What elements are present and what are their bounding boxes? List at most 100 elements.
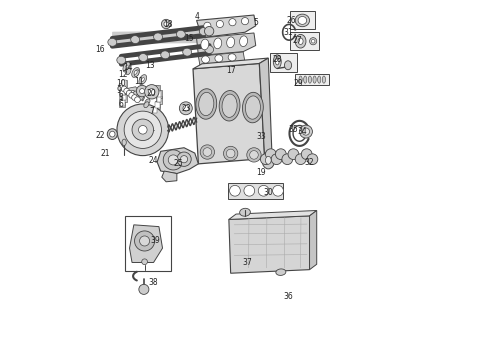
Ellipse shape xyxy=(123,62,130,72)
Ellipse shape xyxy=(298,38,303,44)
Ellipse shape xyxy=(295,35,306,48)
Ellipse shape xyxy=(275,58,279,65)
Ellipse shape xyxy=(132,67,140,77)
Bar xyxy=(156,96,162,104)
Bar xyxy=(119,83,124,91)
Ellipse shape xyxy=(107,129,117,139)
Text: 31: 31 xyxy=(283,28,293,37)
Text: 10: 10 xyxy=(117,79,126,88)
Text: 17: 17 xyxy=(226,66,236,75)
Bar xyxy=(153,107,157,113)
Polygon shape xyxy=(196,33,256,55)
Ellipse shape xyxy=(295,14,310,27)
Ellipse shape xyxy=(313,76,316,83)
Circle shape xyxy=(179,102,192,115)
Circle shape xyxy=(247,148,261,162)
Circle shape xyxy=(161,19,171,29)
Ellipse shape xyxy=(304,76,307,83)
Ellipse shape xyxy=(134,70,139,77)
Text: 33: 33 xyxy=(256,132,266,141)
Ellipse shape xyxy=(298,17,307,24)
Ellipse shape xyxy=(219,90,240,121)
Ellipse shape xyxy=(222,94,237,117)
Polygon shape xyxy=(162,171,177,182)
Bar xyxy=(120,89,125,96)
Circle shape xyxy=(244,185,255,196)
Polygon shape xyxy=(125,87,145,101)
Text: 18: 18 xyxy=(163,19,172,28)
Bar xyxy=(125,216,172,271)
Circle shape xyxy=(260,154,271,165)
Bar xyxy=(122,80,126,86)
Circle shape xyxy=(180,156,188,163)
Circle shape xyxy=(301,149,312,159)
Circle shape xyxy=(117,104,169,156)
Text: 32: 32 xyxy=(305,158,315,167)
Polygon shape xyxy=(193,58,269,69)
Circle shape xyxy=(168,155,178,165)
Circle shape xyxy=(183,105,189,111)
Circle shape xyxy=(129,93,135,98)
Ellipse shape xyxy=(276,269,286,275)
Ellipse shape xyxy=(199,28,208,36)
Bar xyxy=(156,90,162,98)
Bar xyxy=(270,53,297,72)
Text: 14: 14 xyxy=(123,63,133,72)
Polygon shape xyxy=(193,63,265,164)
Ellipse shape xyxy=(126,68,131,75)
Polygon shape xyxy=(196,15,256,38)
Ellipse shape xyxy=(117,56,126,64)
Text: 22: 22 xyxy=(95,131,104,140)
Text: 28: 28 xyxy=(272,55,282,64)
Text: 25: 25 xyxy=(174,159,183,168)
Circle shape xyxy=(132,95,137,100)
Text: 8: 8 xyxy=(119,93,123,102)
Ellipse shape xyxy=(161,51,170,59)
Bar xyxy=(155,102,160,108)
Text: 20: 20 xyxy=(147,89,157,98)
Ellipse shape xyxy=(227,37,235,48)
Bar xyxy=(121,80,126,87)
Bar xyxy=(155,86,159,91)
Ellipse shape xyxy=(201,39,209,50)
Text: 23: 23 xyxy=(181,104,191,113)
Text: 5: 5 xyxy=(253,18,258,27)
Bar xyxy=(120,89,124,95)
Text: 19: 19 xyxy=(256,168,266,177)
Circle shape xyxy=(307,154,318,165)
Ellipse shape xyxy=(240,36,247,46)
Circle shape xyxy=(258,185,269,196)
Ellipse shape xyxy=(299,76,302,83)
Ellipse shape xyxy=(215,55,223,62)
Ellipse shape xyxy=(122,139,126,145)
Circle shape xyxy=(142,259,147,265)
Circle shape xyxy=(135,231,155,251)
Ellipse shape xyxy=(322,76,325,83)
Circle shape xyxy=(295,154,306,165)
Text: 30: 30 xyxy=(264,188,273,197)
Circle shape xyxy=(266,149,276,159)
Bar xyxy=(157,96,161,102)
Circle shape xyxy=(226,149,235,158)
Ellipse shape xyxy=(214,38,221,49)
Ellipse shape xyxy=(205,45,214,53)
Circle shape xyxy=(140,89,145,94)
Ellipse shape xyxy=(131,36,140,44)
Circle shape xyxy=(132,119,153,140)
Text: 6: 6 xyxy=(119,100,123,109)
Ellipse shape xyxy=(145,99,150,105)
Text: 26: 26 xyxy=(287,16,296,25)
Ellipse shape xyxy=(139,54,147,62)
Text: 4: 4 xyxy=(194,12,199,21)
Text: 24: 24 xyxy=(149,156,158,165)
Ellipse shape xyxy=(262,152,274,169)
Circle shape xyxy=(148,89,155,95)
Ellipse shape xyxy=(245,96,260,119)
Text: 35: 35 xyxy=(289,125,298,134)
Circle shape xyxy=(275,149,286,159)
Text: 38: 38 xyxy=(149,278,158,287)
Circle shape xyxy=(139,284,149,294)
Bar xyxy=(120,84,124,90)
Circle shape xyxy=(223,146,238,161)
Circle shape xyxy=(230,185,240,196)
